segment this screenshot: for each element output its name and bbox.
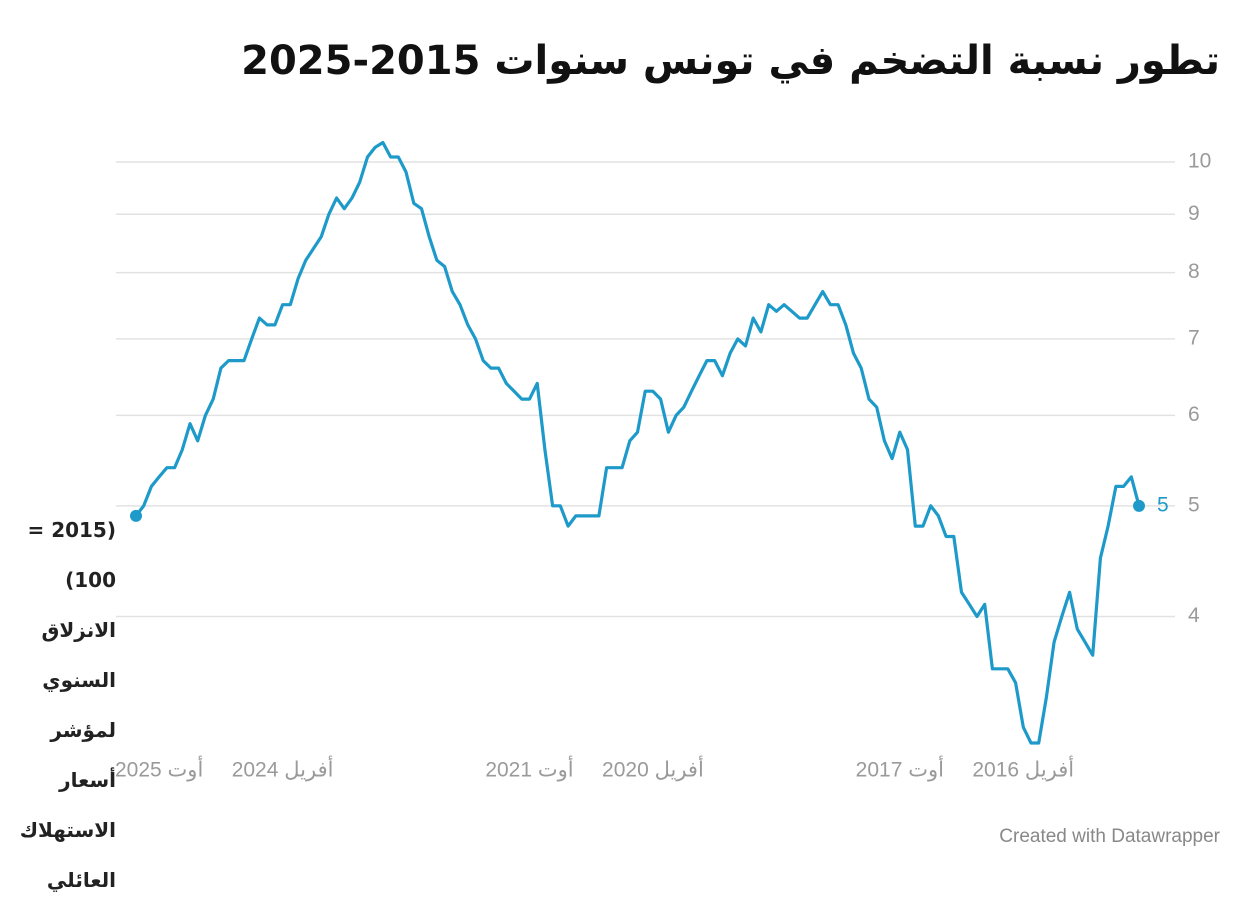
x-tick-label: أوت 2017: [856, 756, 944, 782]
chart-title: تطور نسبة التضخم في تونس سنوات 2015-2025: [241, 38, 1220, 84]
y-axis-label: (2015 = 100) الانزلاق السنوي لمؤشر أسعار…: [19, 518, 116, 892]
line: [134, 140, 1141, 745]
x-tick-label: أوت 2025: [115, 756, 203, 782]
y-tick-label: 8: [1188, 260, 1200, 283]
value-label: 5: [1157, 493, 1169, 516]
y-tick-label: 9: [1188, 202, 1200, 225]
x-tick-label: أفريل 2024: [232, 756, 334, 782]
x-tick-label: أفريل 2020: [602, 756, 704, 782]
y-tick-label: 10: [1188, 150, 1211, 173]
y-tick-label: 5: [1188, 493, 1200, 516]
end-dot: [130, 509, 142, 522]
end-dot: [1133, 499, 1145, 512]
chart: 4 5 6 7 8 9 10 أوت 2025 أفريل 2024 أوت 2021 أفريل …: [115, 140, 1211, 782]
x-tick-label: أفريل 2016: [972, 756, 1074, 782]
x-tick-label: أوت 2021: [485, 756, 573, 782]
page: تطور نسبة التضخم في تونس سنوات 2015-2025…: [19, 38, 1220, 892]
y-tick-label: 7: [1188, 326, 1200, 349]
y-tick-label: 6: [1188, 403, 1200, 426]
y-tick-label: 4: [1188, 604, 1200, 627]
credit: Created with Datawrapper: [999, 826, 1220, 847]
